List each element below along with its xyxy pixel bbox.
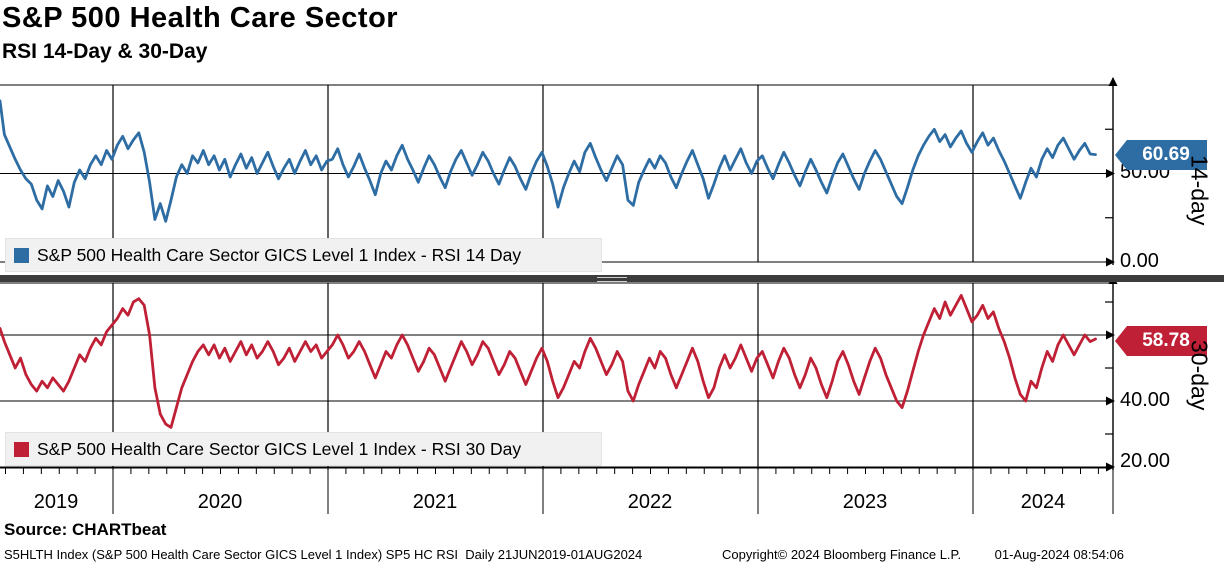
legend-label: S&P 500 Health Care Sector GICS Level 1 … (37, 438, 522, 459)
legend-rsi14[interactable]: S&P 500 Health Care Sector GICS Level 1 … (5, 238, 602, 272)
last-value-badge-rsi30: 58.78 (1115, 326, 1207, 356)
footer-description: S5HLTH Index (S&P 500 Health Care Sector… (4, 547, 643, 562)
legend-rsi30[interactable]: S&P 500 Health Care Sector GICS Level 1 … (5, 432, 602, 466)
x-axis-year-label: 2021 (412, 491, 458, 513)
legend-label: S&P 500 Health Care Sector GICS Level 1 … (37, 244, 522, 265)
footer-copyright: Copyright© 2024 Bloomberg Finance L.P. (722, 547, 962, 562)
axis-title-14day: 14-day (1186, 154, 1213, 226)
x-axis-year-label: 2019 (33, 491, 79, 513)
y-tick-label: 0.00 (1120, 250, 1159, 273)
footer-timestamp: 01-Aug-2024 08:54:06 (994, 547, 1124, 562)
source-line: Source: CHARTbeat (4, 520, 167, 539)
axis-title-30day: 30-day (1186, 339, 1213, 411)
panel-separator-grip[interactable] (597, 277, 627, 282)
x-axis-year-label: 2024 (1020, 491, 1066, 513)
last-value-badge-rsi14: 60.69 (1115, 140, 1207, 170)
page-subtitle: RSI 14-Day & 30-Day (2, 40, 208, 63)
panel-separator (0, 275, 1224, 282)
legend-swatch-rsi30-icon (14, 441, 29, 457)
x-axis-year-label: 2022 (627, 491, 673, 513)
legend-swatch-rsi14-icon (14, 247, 29, 263)
y-tick-label: 20.00 (1120, 450, 1171, 473)
x-axis-year-label: 2023 (842, 491, 888, 513)
page-title: S&P 500 Health Care Sector (2, 2, 399, 34)
y-tick-label: 40.00 (1120, 389, 1171, 412)
x-axis-year-label: 2020 (197, 491, 243, 513)
